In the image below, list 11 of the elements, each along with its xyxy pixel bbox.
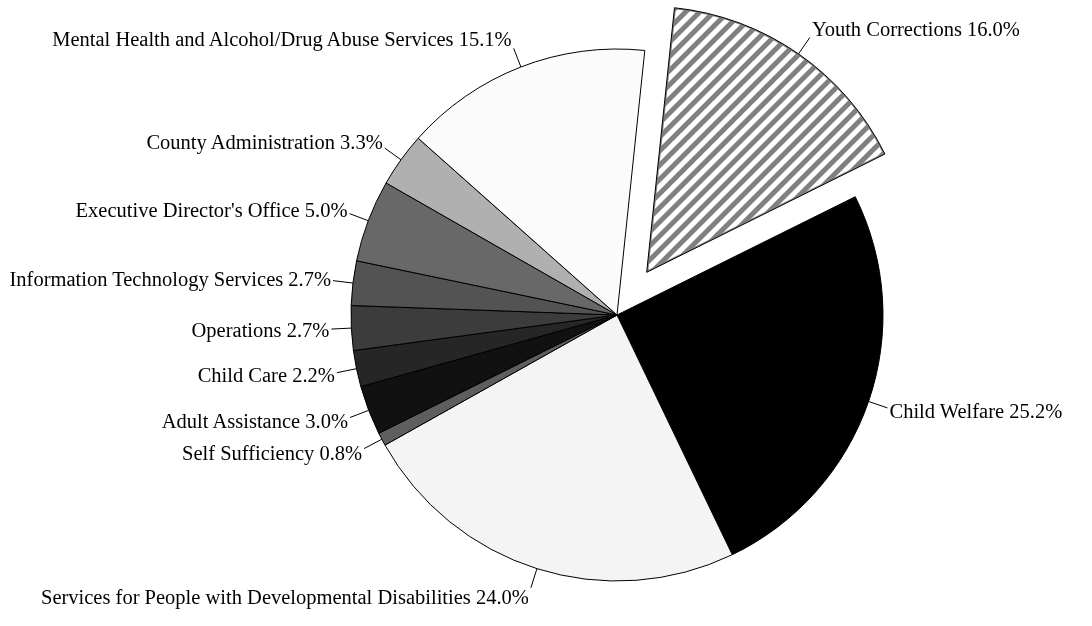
slice-label: Adult Assistance 3.0% (161, 410, 348, 433)
slice-label: Child Care 2.2% (197, 363, 335, 386)
slice-label: Services for People with Developmental Disabilities 24.0% (41, 586, 529, 610)
slice-label: Mental Health and Alcohol/Drug Abuse Services 15.1% (52, 27, 512, 51)
slice-label: Information Technology Services 2.7% (9, 268, 332, 292)
slice-label: Executive Director's Office 5.0% (75, 199, 348, 222)
slice-label: County Administration 3.3% (146, 131, 383, 155)
slice-label: Self Sufficiency 0.8% (181, 442, 363, 466)
slice-label: Child Welfare 25.2% (889, 400, 1063, 423)
slice-label: Operations 2.7% (191, 318, 330, 342)
slice-label: Youth Corrections 16.0% (811, 18, 1020, 41)
